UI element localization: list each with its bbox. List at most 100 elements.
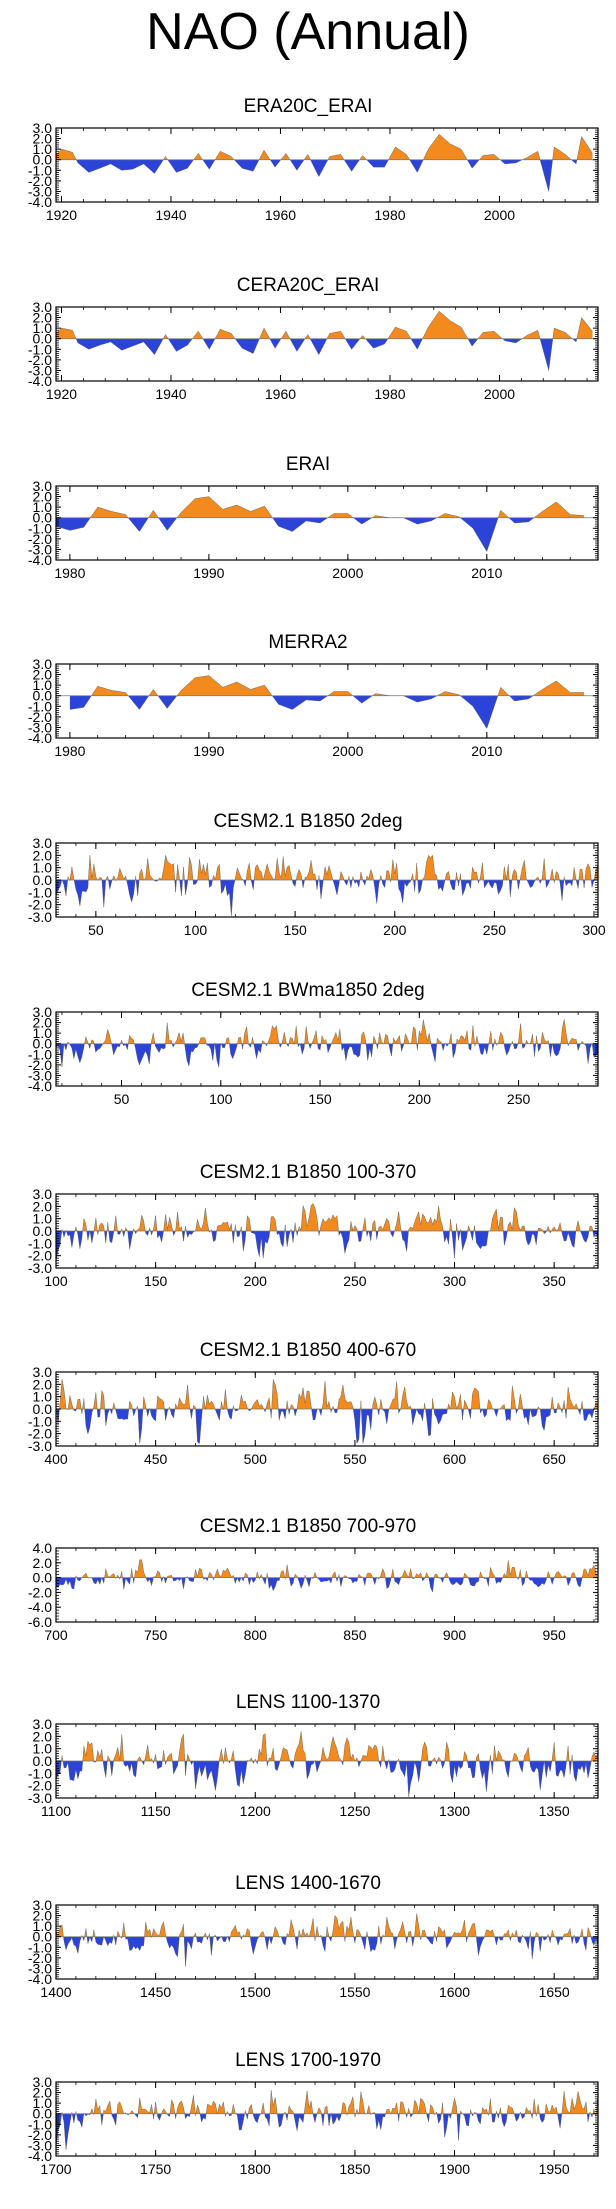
y-tick-label: -2.0	[28, 2127, 52, 2143]
y-tick-label: -3.0	[28, 1260, 52, 1276]
x-tick-label: 500	[244, 1451, 268, 1467]
y-tick-label: 3.0	[33, 1897, 53, 1913]
y-tick-label: 0.0	[33, 1223, 53, 1239]
series-line	[55, 854, 599, 916]
series-line	[55, 1203, 599, 1262]
y-tick-label: -1.0	[28, 162, 52, 178]
x-tick-label: 250	[483, 922, 507, 938]
panel-title: CERA20C_ERAI	[236, 275, 380, 296]
y-tick-label: 1.0	[33, 1211, 53, 1227]
x-tick-label: 200	[244, 1273, 268, 1289]
x-tick-label: 1750	[140, 2161, 171, 2177]
y-tick-label: -4.0	[28, 1971, 52, 1987]
positive-area	[56, 1203, 598, 1231]
x-tick-label: 1250	[339, 1803, 370, 1819]
y-tick-label: -2.0	[28, 897, 52, 913]
negative-area	[56, 517, 535, 552]
positive-area	[56, 2090, 598, 2114]
x-tick-label: 900	[443, 1627, 467, 1643]
y-tick-label: 1.0	[33, 677, 53, 693]
x-tick-label: 200	[383, 922, 407, 938]
x-tick-label: 1980	[374, 207, 405, 223]
panel-title: ERA20C_ERAI	[243, 96, 373, 117]
y-tick-label: -1.0	[28, 1235, 52, 1251]
plot-frame	[55, 2081, 599, 2157]
y-tick-label: -2.0	[28, 1426, 52, 1442]
x-tick-label: 1400	[40, 1984, 71, 2000]
x-tick-label: 1300	[439, 1803, 470, 1819]
y-tick-label: -2.0	[28, 709, 52, 725]
plot-frame	[55, 1011, 599, 1087]
x-tick-label: 1950	[539, 2161, 570, 2177]
y-tick-label: -4.0	[28, 194, 52, 210]
y-tick-label: -4.0	[28, 730, 52, 746]
y-tick-label: -2.0	[28, 531, 52, 547]
x-tick-label: 150	[144, 1273, 168, 1289]
y-tick-label: -4.0	[28, 1599, 52, 1615]
series-line	[55, 496, 585, 552]
y-tick-label: -1.0	[28, 1765, 52, 1781]
y-tick-label: 2.0	[33, 847, 53, 863]
negative-area	[76, 338, 577, 371]
x-tick-label: 650	[542, 1451, 566, 1467]
panel-title: LENS 1400-1670	[235, 1873, 381, 1894]
y-tick-label: 2.0	[33, 2085, 53, 2101]
positive-area	[56, 134, 593, 160]
y-tick-label: 3.0	[33, 1364, 53, 1380]
series-line	[55, 1019, 599, 1068]
x-tick-label: 1960	[265, 386, 296, 402]
x-tick-label: 1550	[339, 1984, 370, 2000]
y-tick-label: 2.0	[33, 1908, 53, 1924]
y-tick-label: -3.0	[28, 2137, 52, 2153]
y-tick-label: -1.0	[28, 2116, 52, 2132]
y-tick-label: 3.0	[33, 2074, 53, 2090]
y-tick-label: 3.0	[33, 656, 53, 672]
main-title: NAO (Annual)	[146, 3, 470, 61]
y-tick-label: 0.0	[33, 1036, 53, 1052]
x-tick-label: 1960	[265, 207, 296, 223]
x-tick-label: 1920	[46, 207, 77, 223]
negative-area	[76, 159, 577, 192]
x-tick-label: 400	[44, 1451, 68, 1467]
y-tick-label: -3.0	[28, 541, 52, 557]
y-tick-label: 2.0	[33, 489, 53, 505]
y-tick-label: 1.0	[33, 2095, 53, 2111]
x-tick-label: 1900	[439, 2161, 470, 2177]
y-tick-label: 3.0	[33, 1716, 53, 1732]
x-tick-label: 1100	[41, 1803, 71, 1819]
positive-area	[69, 675, 585, 696]
x-tick-label: 100	[44, 1273, 68, 1289]
y-tick-label: -4.0	[28, 552, 52, 568]
y-tick-label: 0.0	[33, 510, 53, 526]
y-tick-label: 2.0	[33, 131, 53, 147]
x-tick-label: 300	[582, 922, 606, 938]
negative-area	[56, 1043, 598, 1068]
positive-area	[56, 1019, 598, 1044]
x-tick-label: 950	[542, 1627, 566, 1643]
positive-area	[56, 1913, 598, 1937]
y-tick-label: -2.0	[28, 173, 52, 189]
y-tick-label: 1.0	[33, 1918, 53, 1934]
series-line	[69, 675, 585, 729]
y-tick-label: 0.0	[33, 688, 53, 704]
panel-title: CESM2.1 B1850 400-670	[199, 1340, 417, 1361]
y-tick-label: 2.0	[33, 667, 53, 683]
y-tick-label: 2.0	[33, 310, 53, 326]
x-tick-label: 50	[114, 1091, 130, 1107]
y-tick-label: -3.0	[28, 1067, 52, 1083]
x-tick-label: 1850	[339, 2161, 370, 2177]
x-tick-label: 1150	[141, 1803, 171, 1819]
y-tick-label: -1.0	[28, 1046, 52, 1062]
plot-frame	[55, 127, 599, 203]
y-tick-label: 1.0	[33, 499, 53, 515]
y-tick-label: -4.0	[28, 373, 52, 389]
x-tick-label: 1940	[155, 207, 186, 223]
y-tick-label: -2.0	[28, 1248, 52, 1264]
y-tick-label: 0.0	[33, 331, 53, 347]
y-tick-label: -2.0	[28, 1778, 52, 1794]
x-tick-label: 1990	[193, 565, 224, 581]
y-tick-label: -1.0	[28, 520, 52, 536]
